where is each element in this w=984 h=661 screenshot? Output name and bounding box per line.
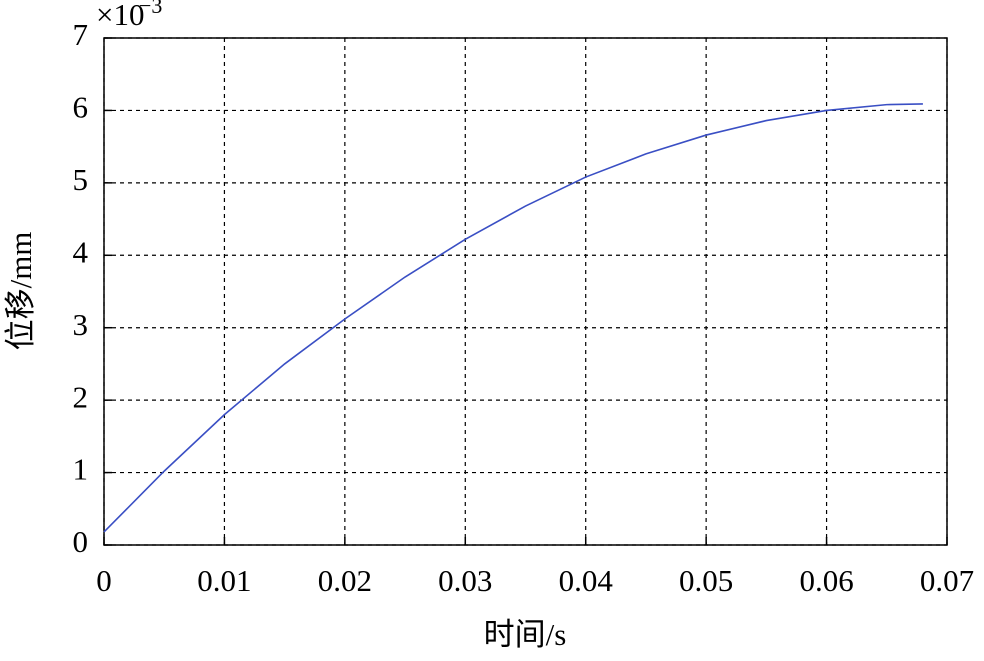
- y-tick-label: 3: [73, 307, 89, 342]
- x-tick-label: 0.05: [679, 563, 733, 598]
- y-tick-label: 7: [73, 17, 89, 52]
- y-tick-label: 4: [73, 234, 89, 269]
- y-tick-label: 1: [73, 452, 89, 487]
- y-tick-label: 5: [73, 162, 89, 197]
- y-scale-label: ×10: [96, 0, 144, 32]
- x-tick-label: 0.03: [438, 563, 492, 598]
- y-scale-exponent: −3: [139, 0, 162, 18]
- x-tick-label: 0.04: [559, 563, 614, 598]
- y-tick-label: 2: [73, 379, 89, 414]
- y-tick-label: 6: [73, 90, 89, 125]
- x-tick-label: 0.07: [920, 563, 974, 598]
- line-series: [103, 103, 923, 533]
- plot-frame: [103, 37, 948, 546]
- y-axis-label: 位移/mm: [3, 232, 38, 351]
- y-tick-label: 0: [73, 524, 89, 559]
- x-axis-label: 时间/s: [484, 617, 567, 652]
- x-tick-label: 0.01: [197, 563, 251, 598]
- x-tick-label: 0.02: [318, 563, 372, 598]
- x-tick-label: 0: [96, 563, 112, 598]
- x-tick-label: 0.06: [799, 563, 853, 598]
